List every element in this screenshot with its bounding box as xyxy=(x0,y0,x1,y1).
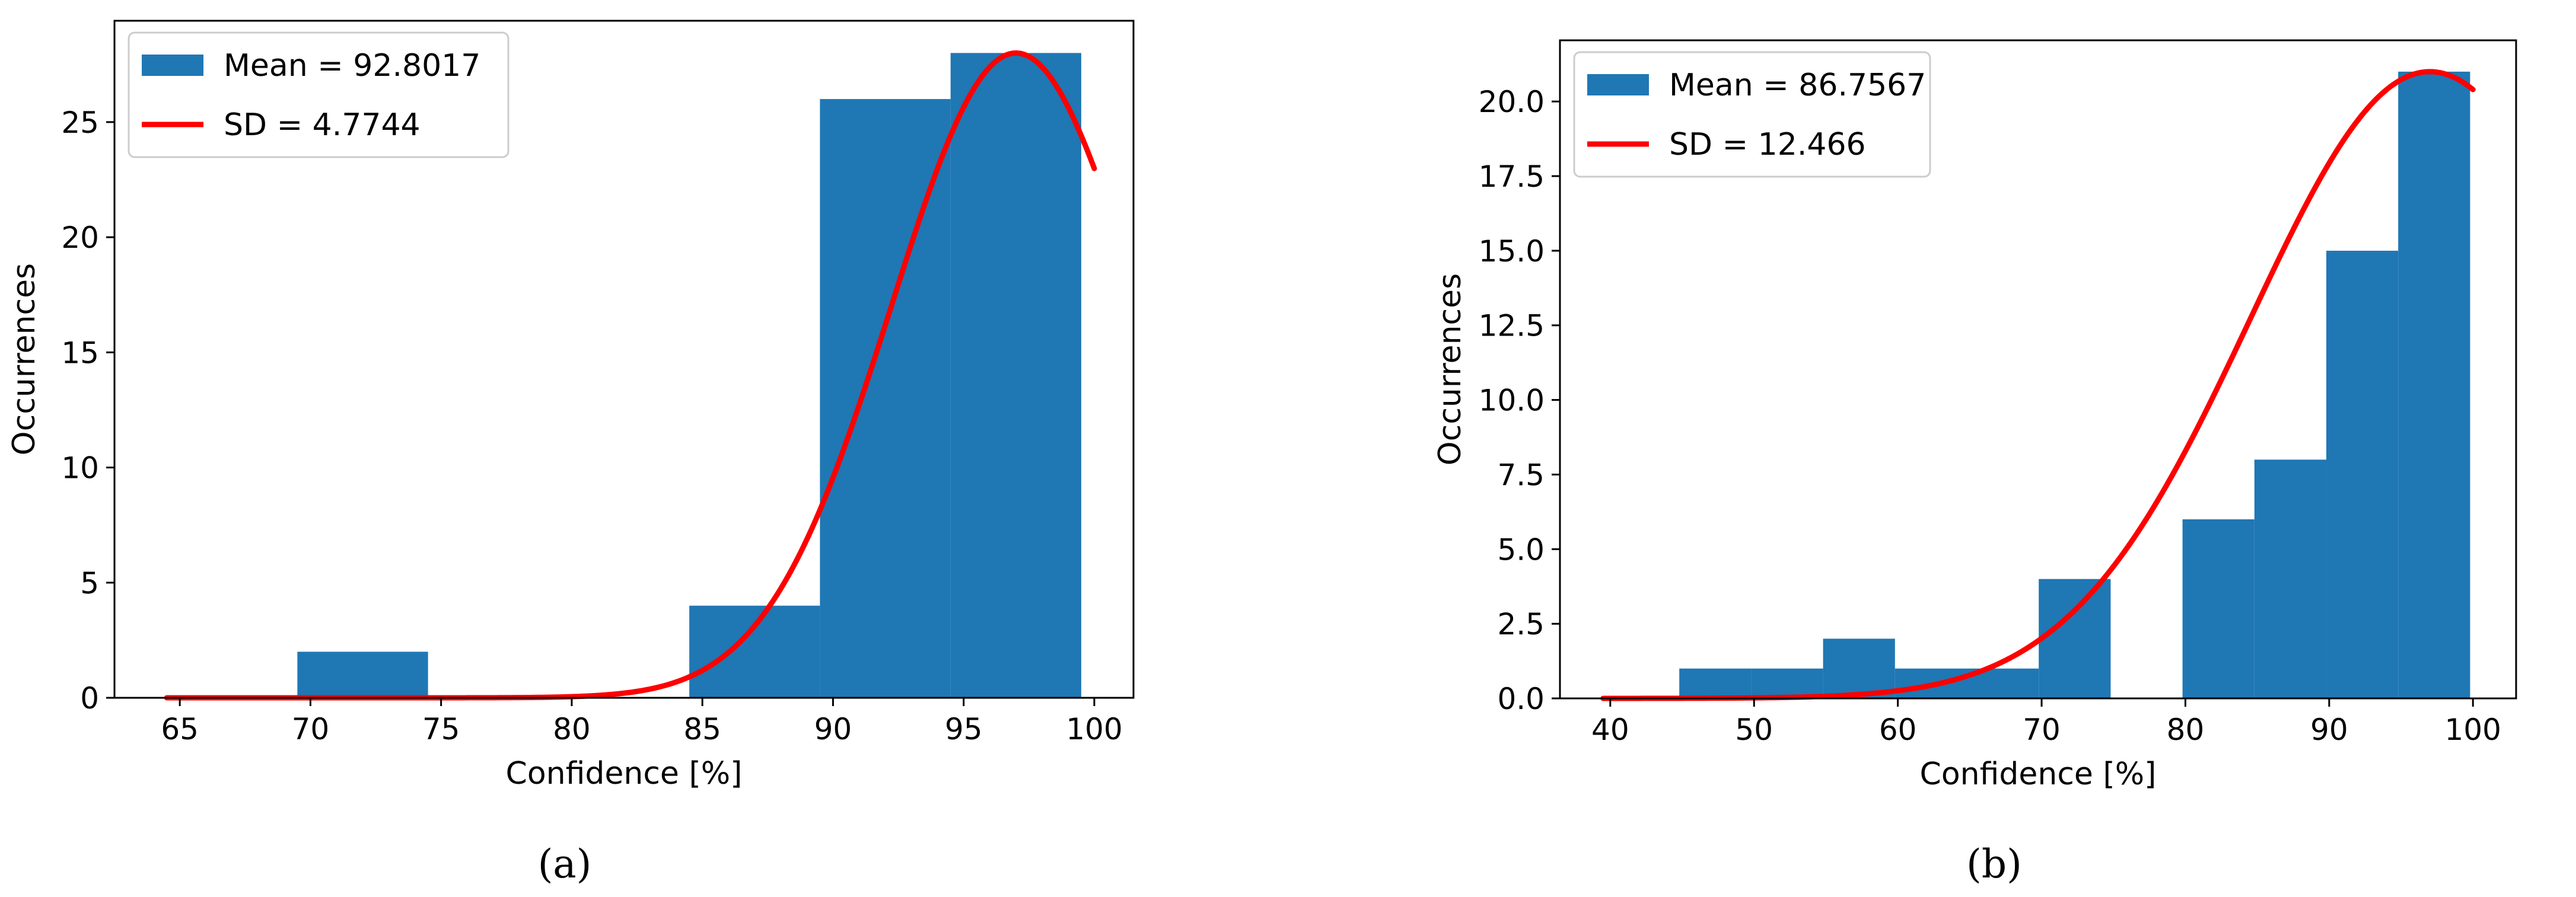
histogram-bar xyxy=(950,53,1081,698)
histogram-bar xyxy=(2182,519,2255,698)
axes-frame xyxy=(113,20,1135,699)
histogram-bar xyxy=(2398,71,2470,698)
y-tick-label: 2.5 xyxy=(1497,607,1545,641)
x-tick-label: 80 xyxy=(2167,713,2205,747)
histogram-bar xyxy=(1679,668,1752,698)
y-tick-label: 0 xyxy=(80,681,99,716)
x-tick-label: 60 xyxy=(1879,713,1917,747)
histogram-bar xyxy=(2039,579,2111,698)
y-tick-label: 7.5 xyxy=(1497,458,1545,492)
y-tick-label: 15 xyxy=(61,336,99,370)
x-tick-label: 100 xyxy=(2445,713,2501,747)
y-tick-label: 12.5 xyxy=(1479,309,1545,343)
histogram-bar xyxy=(1751,668,1823,698)
panel-label: (a) xyxy=(538,841,592,887)
x-tick-label: 85 xyxy=(683,712,721,746)
x-tick-label: 65 xyxy=(161,712,199,746)
chart-panel-a: 65 70 75 80 85 90 95 100 0 5 10 15 20 25 Confidence [%… xyxy=(7,20,1135,887)
histogram-bar xyxy=(1823,639,1895,698)
histogram-bar xyxy=(2326,250,2399,698)
x-tick-label: 100 xyxy=(1066,712,1122,746)
x-axis-label: Confidence [%] xyxy=(506,756,743,791)
legend-box xyxy=(1573,51,1931,178)
x-tick-label: 90 xyxy=(2310,713,2348,747)
y-tick-label: 15.0 xyxy=(1479,234,1545,269)
chart-panel-b: 40 50 60 70 80 90 100 0.0 2.5 5.0 7.5 10.0 12.5 15.0 1… xyxy=(1432,39,2517,887)
y-tick-label: 20.0 xyxy=(1479,85,1545,119)
histogram-bar xyxy=(297,652,428,698)
x-tick-label: 70 xyxy=(2023,713,2061,747)
legend-box xyxy=(128,31,510,158)
legend-bar-swatch xyxy=(1587,74,1649,95)
y-tick-label: 5 xyxy=(80,566,99,601)
x-axis-label: Confidence [%] xyxy=(1920,756,2157,792)
x-tick-label: 40 xyxy=(1591,713,1629,747)
x-tick-label: 90 xyxy=(814,712,852,746)
legend-entry-label: Mean = 92.8017 xyxy=(224,48,480,84)
y-axis-label: Occurrences xyxy=(7,263,42,455)
y-tick-label: 5.0 xyxy=(1497,532,1545,567)
y-tick-label: 20 xyxy=(61,221,99,255)
x-tick-label: 70 xyxy=(292,712,330,746)
x-tick-label: 95 xyxy=(945,712,983,746)
y-tick-label: 10 xyxy=(61,451,99,486)
legend-entry-label: SD = 12.466 xyxy=(1669,127,1866,162)
y-axis-label: Occurrences xyxy=(1432,273,1468,465)
histogram-bar xyxy=(2254,459,2327,698)
legend-entry-label: SD = 4.7744 xyxy=(224,107,421,143)
legend: Mean = 86.7567 SD = 12.466 xyxy=(1573,51,1931,178)
legend-entry-label: Mean = 86.7567 xyxy=(1669,68,1926,103)
panel-label: (b) xyxy=(1966,841,2022,887)
y-tick-label: 25 xyxy=(61,106,99,140)
y-tick-label: 0.0 xyxy=(1497,682,1545,716)
y-tick-label: 10.0 xyxy=(1479,384,1545,418)
x-tick-label: 80 xyxy=(553,712,591,746)
legend: Mean = 92.8017 SD = 4.7744 xyxy=(128,31,510,158)
axes-frame xyxy=(1559,39,2517,700)
x-tick-label: 75 xyxy=(422,712,460,746)
histogram-bar xyxy=(689,605,820,698)
x-tick-label: 50 xyxy=(1735,713,1773,747)
y-tick-label: 17.5 xyxy=(1479,159,1545,194)
legend-bar-swatch xyxy=(142,55,203,76)
